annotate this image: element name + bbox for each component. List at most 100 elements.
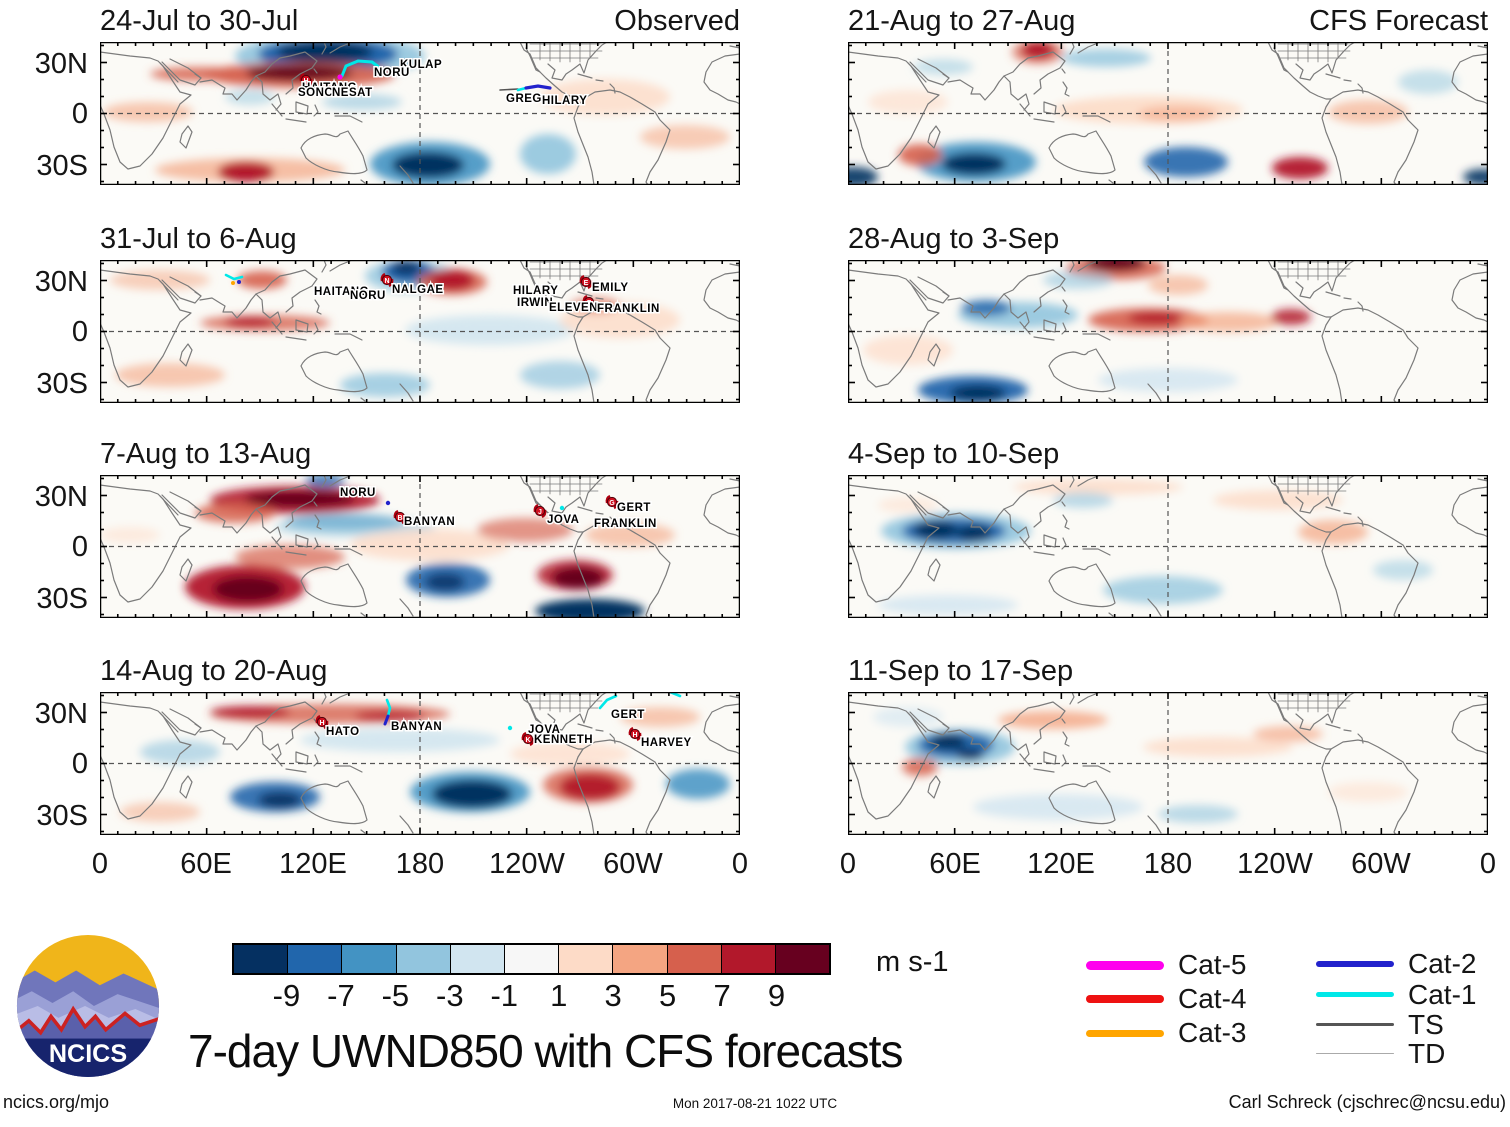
xlabel: 120W <box>489 848 565 880</box>
ylabel-30n: 30N <box>34 481 88 513</box>
ylabel-30s: 30S <box>36 150 88 182</box>
xlabel: 60E <box>929 848 981 880</box>
storm-label: HILARY <box>513 285 558 297</box>
map-canvas <box>848 692 1488 835</box>
storm-label: NORU <box>340 487 376 499</box>
legend-label: TS <box>1408 1008 1444 1040</box>
xlabel: 180 <box>395 848 445 880</box>
map-panel-fcst-2: 28-Aug to 3-Sep <box>848 223 1488 403</box>
colorbar <box>232 943 831 975</box>
storm-label: NORU <box>350 290 386 302</box>
map-canvas <box>848 42 1488 185</box>
legend-row-cat1: Cat-1 <box>1316 979 1476 1010</box>
colorbar-cell <box>504 945 560 973</box>
colorbar-tick-label: 1 <box>550 978 568 1013</box>
map-panel-fcst-1: 21-Aug to 27-Aug CFS Forecast <box>848 5 1488 185</box>
hurricane-symbol: G <box>605 494 619 510</box>
storm-label: EMILY <box>592 282 629 294</box>
xlabel: 0 <box>91 848 109 880</box>
logo-text: NCICS <box>49 1040 127 1068</box>
legend-row-cat3: Cat-3 <box>1086 1016 1246 1050</box>
storm-label: NESAT <box>332 87 373 99</box>
map-canvas <box>848 475 1488 618</box>
hurricane-symbol: K <box>521 731 535 747</box>
storm-label: GERT <box>611 709 645 721</box>
svg-text:F: F <box>587 300 592 307</box>
panel-title: 11-Sep to 17-Sep <box>848 655 1074 687</box>
hurricane-symbol: F <box>582 294 596 310</box>
storm-label: KENNETH <box>534 734 593 746</box>
hurricane-symbol: J <box>533 503 547 519</box>
ylabel-30s: 30S <box>36 583 88 615</box>
ylabel-30n: 30N <box>34 266 88 298</box>
hurricane-symbol: E <box>579 274 593 290</box>
legend-row-cat2: Cat-2 <box>1316 948 1476 979</box>
colorbar-cell <box>342 945 397 973</box>
xlabel: 60W <box>603 848 663 880</box>
map-panel-fcst-4: 11-Sep to 17-Sep <box>848 655 1488 835</box>
colorbar-tick-labels: -9 -7 -5 -3 -1 1 3 5 7 9 <box>232 978 831 1014</box>
legend-label: Cat-1 <box>1408 978 1477 1010</box>
cat2-line-icon <box>1316 960 1394 967</box>
ylabel-eq: 0 <box>71 748 88 780</box>
storm-label: HAITANG <box>302 82 357 94</box>
storm-label: SONCA <box>298 87 342 99</box>
xlabel: 180 <box>1143 848 1193 880</box>
legend-label: TD <box>1408 1037 1446 1069</box>
storm-label: FRANKLIN <box>597 303 660 315</box>
colorbar-cell <box>775 945 830 973</box>
storm-label: ELEVEN <box>549 302 598 314</box>
colorbar-tick-label: 9 <box>767 978 786 1013</box>
xlabel: 60W <box>1351 848 1411 880</box>
storm-label: GERT <box>617 502 651 514</box>
footer-timestamp: Mon 2017-08-21 1022 UTC <box>672 1096 838 1111</box>
ts-line-icon <box>1316 1022 1394 1027</box>
ylabel-30n: 30N <box>34 48 88 80</box>
storm-label: IRWIN <box>517 297 553 309</box>
hurricane-symbol: H <box>628 726 642 742</box>
storm-label: NALGAE <box>392 284 444 296</box>
svg-text:H: H <box>319 720 324 727</box>
hurricane-symbol: H <box>299 72 313 88</box>
ylabel-eq: 0 <box>71 98 88 130</box>
colorbar-tick-label: -3 <box>436 978 464 1013</box>
colorbar-cell <box>667 945 722 973</box>
storm-label: BANYAN <box>404 516 455 528</box>
td-line-icon <box>1316 1052 1394 1055</box>
storm-label: HARVEY <box>641 737 692 749</box>
legend-row-ts: TS <box>1316 1008 1476 1040</box>
colorbar-cell <box>613 945 668 973</box>
storm-label: HAITANG <box>314 286 369 298</box>
hurricane-symbol: N <box>380 272 394 288</box>
map-panel-obs-3: 7-Aug to 13-Aug B J G NORU BANYAN JOVA GERT FRA… <box>100 438 740 618</box>
storm-label: JOVA <box>528 724 560 736</box>
map-panel-fcst-3: 4-Sep to 10-Sep <box>848 438 1488 618</box>
colorbar-cell <box>559 945 614 973</box>
colorbar-tick-label: -1 <box>490 978 519 1013</box>
panel-title: 24-Jul to 30-Jul <box>100 5 299 37</box>
panel-title: 21-Aug to 27-Aug <box>848 5 1076 37</box>
xlabel: 120E <box>279 848 347 880</box>
colorbar-tick-label: 5 <box>659 978 677 1013</box>
cat4-line-icon <box>1086 995 1164 1003</box>
legend-row-cat5: Cat-5 <box>1086 948 1246 982</box>
cat3-line-icon <box>1086 1029 1164 1037</box>
cat1-line-icon <box>1316 992 1394 997</box>
colorbar-cell <box>234 945 289 973</box>
map-canvas: B J G NORU BANYAN JOVA GERT FRANKLIN <box>100 475 740 618</box>
ylabel-30n: 30N <box>34 698 88 730</box>
column-label-forecast: CFS Forecast <box>1309 5 1488 37</box>
svg-text:H: H <box>632 732 637 739</box>
colorbar-cell <box>396 945 451 973</box>
xlabel: 60E <box>180 848 232 880</box>
column-label-observed: Observed <box>614 5 740 37</box>
xlabel: 120W <box>1237 848 1313 880</box>
colorbar-tick-label: -9 <box>272 978 301 1013</box>
ncics-logo: NCICS <box>16 934 160 1078</box>
figure-title: 7-day UWND850 with CFS forecasts <box>188 1025 903 1077</box>
legend-row-cat4: Cat-4 <box>1086 982 1246 1016</box>
storm-label: HATO <box>326 726 360 738</box>
ylabel-30s: 30S <box>36 368 88 400</box>
